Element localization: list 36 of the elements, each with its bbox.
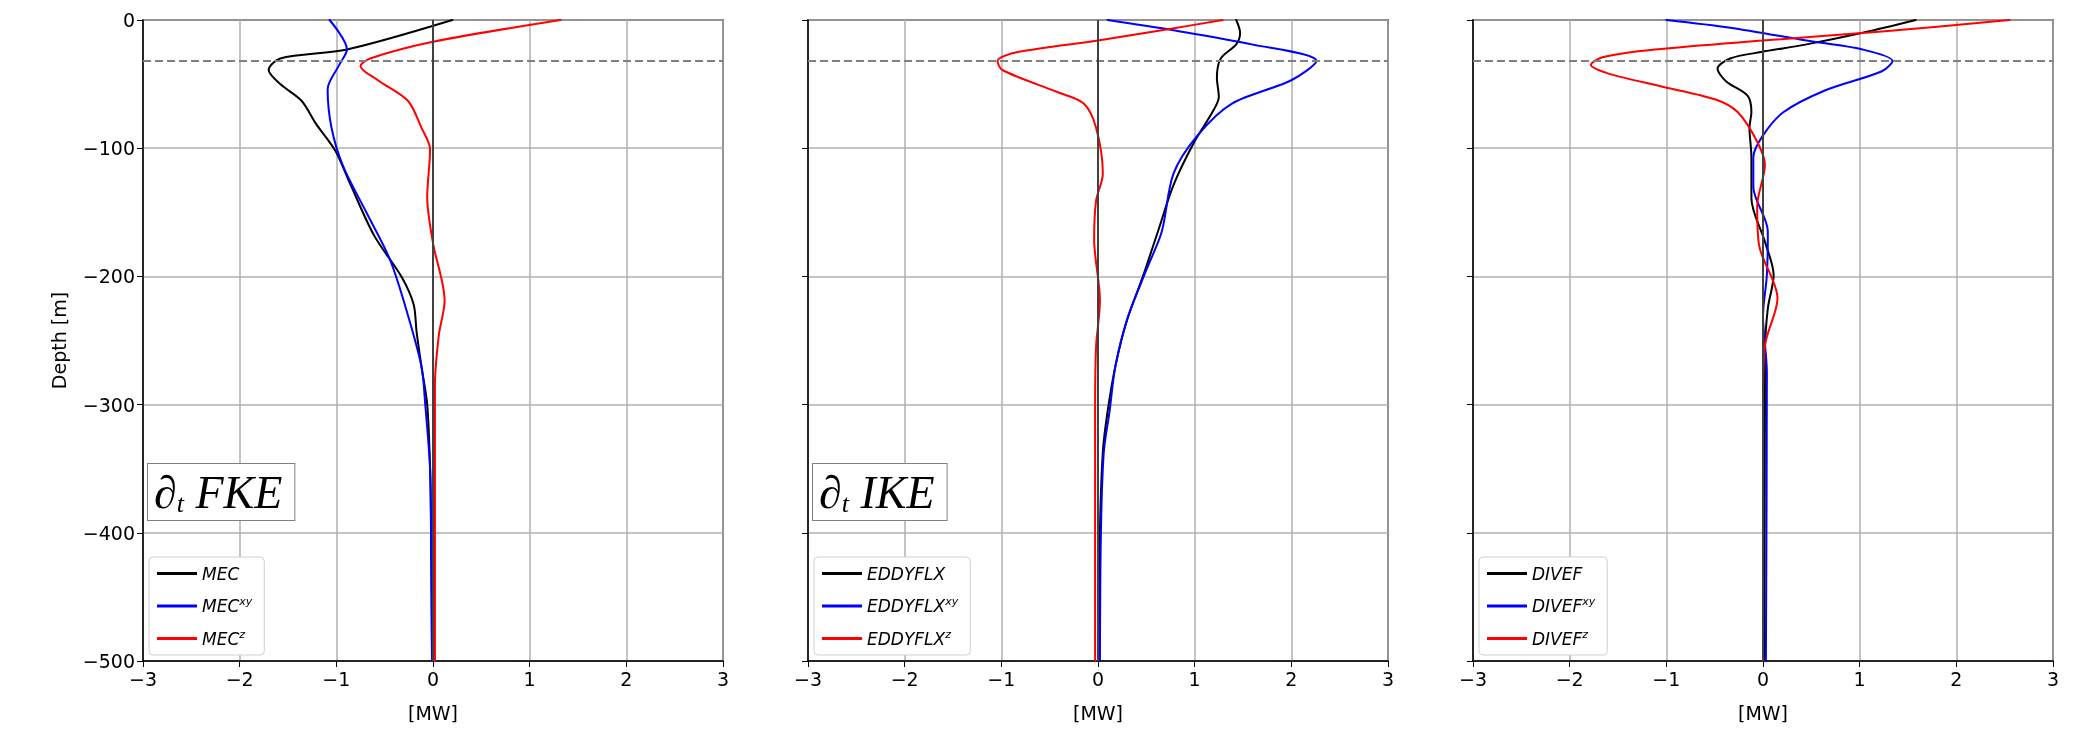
x-tick-label: 2 [1285,667,1298,690]
y-tick-label: −100 [82,137,135,160]
legend-label: EDDYFLX [867,563,946,584]
x-tick-label: 3 [1381,667,1395,690]
legend-label: MEC [202,563,240,584]
x-tick-label: 1 [523,667,536,690]
y-tick-label: −200 [82,265,135,288]
x-tick-label: 1 [1188,667,1201,690]
x-axis-title: [MW] [1072,701,1124,724]
y-axis-title: Depth [m] [47,291,70,390]
y-tick-label: −400 [82,521,135,544]
annotation: ∂t FKE [154,466,283,518]
x-tick-label: −2 [890,667,919,690]
line-series [326,19,434,662]
y-tick-label: 0 [122,9,135,31]
x-tick-label: 3 [716,667,730,690]
x-axis-title: [MW] [1737,701,1789,724]
x-tick-label: 2 [1950,667,1963,690]
x-tick-label: −1 [987,667,1016,690]
x-tick-label: −3 [793,667,823,690]
annotation: ∂t IKE [819,466,935,518]
x-tick-label: −3 [1458,667,1488,690]
x-tick-label: 0 [1756,667,1770,690]
x-tick-label: −1 [1652,667,1681,690]
x-axis-title: [MW] [407,701,459,724]
x-tick-label: −1 [322,667,351,690]
legend-label: DIVEF [1532,563,1583,584]
y-tick-label: −300 [82,393,135,416]
x-tick-label: 0 [426,667,440,690]
x-tick-label: 3 [2046,667,2060,690]
x-tick-label: 0 [1091,667,1105,690]
x-tick-label: −2 [225,667,254,690]
x-tick-label: −2 [1555,667,1584,690]
x-tick-label: 2 [620,667,633,690]
x-tick-label: 1 [1853,667,1866,690]
line-series [359,19,562,662]
